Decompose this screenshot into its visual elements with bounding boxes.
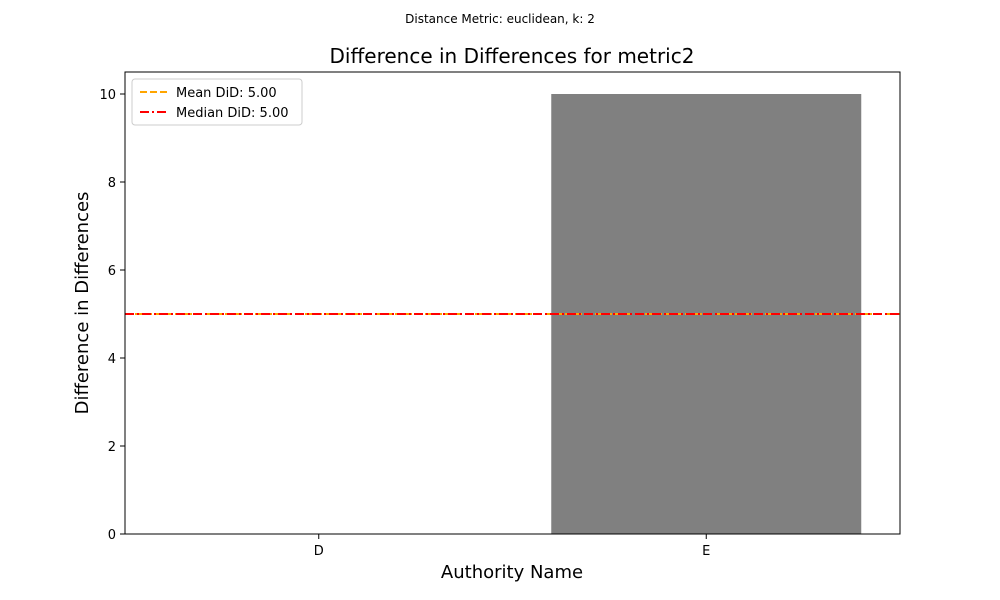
y-axis: 0 2 4 6 8 10 (99, 88, 125, 543)
y-tick-label-0: 0 (108, 528, 116, 543)
legend: Mean DiD: 5.00 Median DiD: 5.00 (131, 78, 303, 126)
y-axis-label: Difference in Differences (72, 192, 93, 415)
legend-label-1: Median DiD: 5.00 (176, 106, 289, 121)
y-tick-label-6: 6 (108, 264, 116, 279)
plot-frame (124, 71, 901, 535)
legend-label-0: Mean DiD: 5.00 (176, 86, 277, 101)
x-tick-label-D: D (314, 544, 324, 559)
x-tick-label-E: E (702, 544, 710, 559)
y-tick-label-2: 2 (108, 440, 116, 455)
x-axis-label: Authority Name (441, 562, 583, 583)
y-tick-label-8: 8 (108, 176, 116, 191)
chart-title: Difference in Differences for metric2 (330, 44, 695, 68)
y-tick-label-4: 4 (108, 352, 116, 367)
chart-suptitle: Distance Metric: euclidean, k: 2 (405, 12, 595, 26)
legend-box (131, 78, 303, 126)
y-tick-label-10: 10 (99, 88, 116, 103)
